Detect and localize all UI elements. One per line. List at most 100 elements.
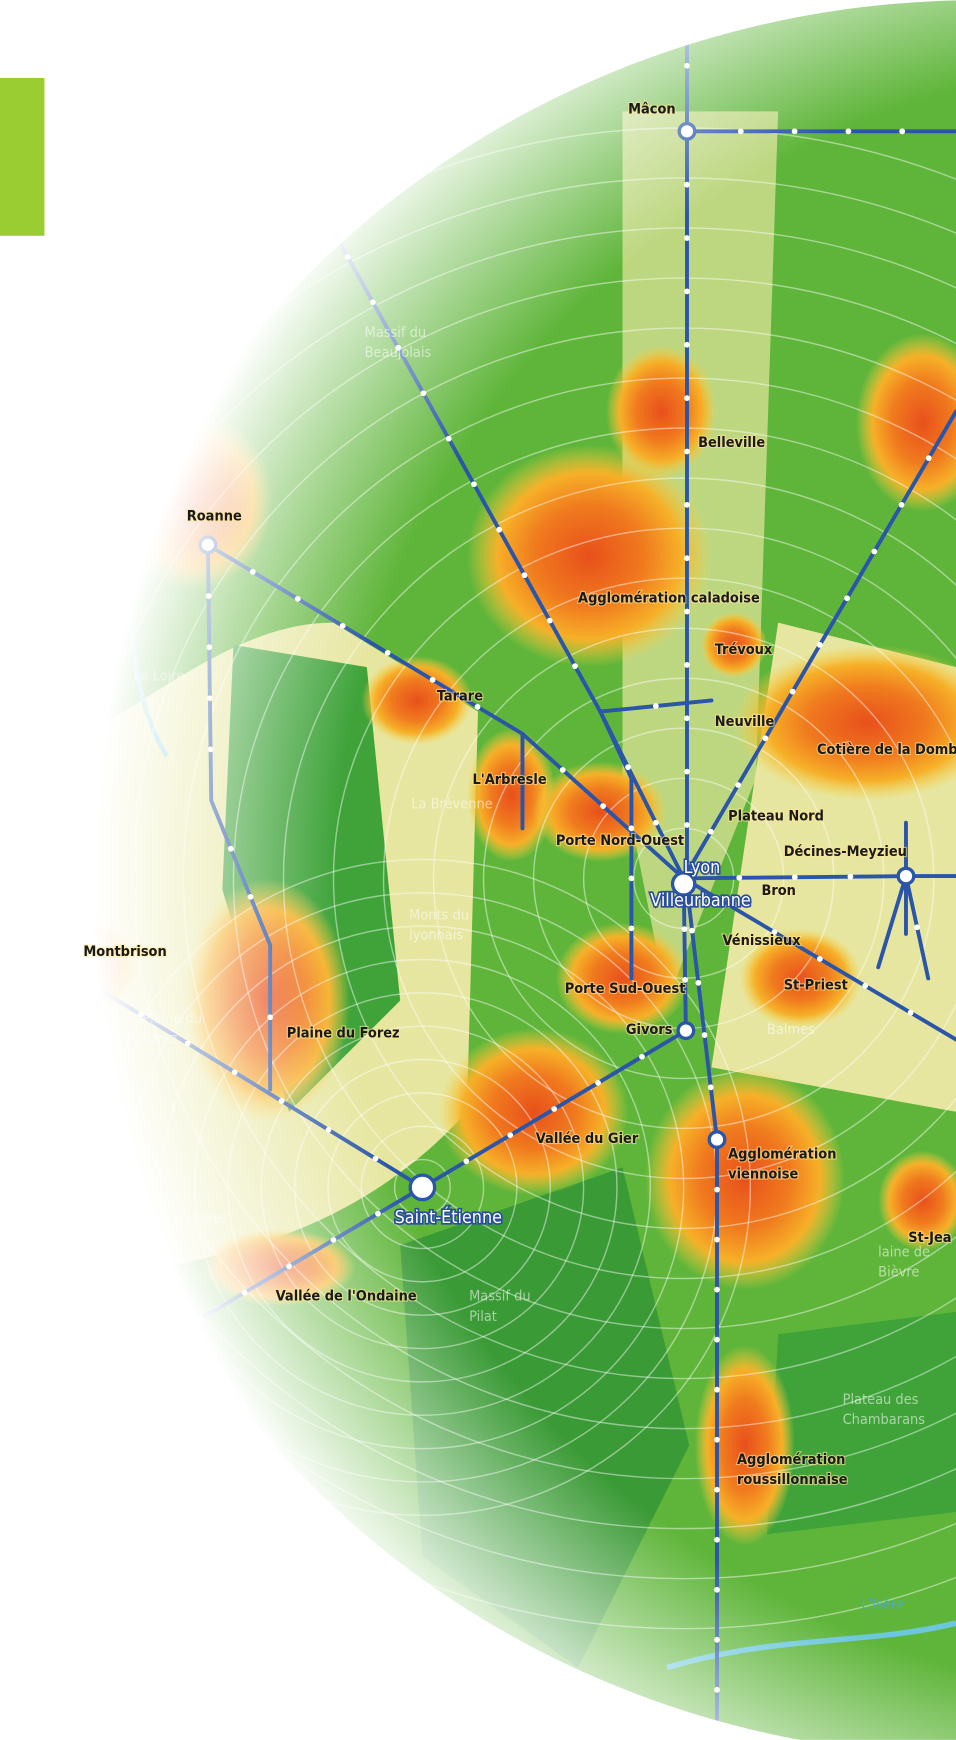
rail-line: [598, 709, 634, 981]
place-label: Porte Nord-Ouest: [556, 833, 684, 849]
station: [762, 735, 769, 742]
density-blob: [739, 928, 862, 1029]
label-line: Pilat: [469, 1309, 497, 1325]
station: [714, 1336, 720, 1343]
station: [546, 617, 553, 624]
density-blob: [700, 611, 768, 679]
region-label: Massif du Pilat: [469, 1289, 531, 1325]
place-label: Agglomération caladoise: [578, 591, 760, 607]
label-line: lyonnais: [409, 927, 463, 943]
density-blob: [38, 917, 139, 1018]
label-line: Bron: [761, 883, 795, 899]
station: [816, 956, 823, 962]
place-label: Cotière de la Domb: [817, 742, 956, 758]
distance-ring: [260, 1025, 585, 1350]
region-label: Massif du Forez: [128, 1211, 229, 1227]
station: [294, 595, 301, 602]
station: [44, 62, 932, 1693]
station: [695, 979, 702, 986]
station: [559, 767, 566, 773]
station: [278, 1098, 285, 1104]
label-line: Monts du: [409, 907, 469, 923]
station: [325, 1126, 332, 1133]
hub: [707, 1130, 727, 1150]
station: [714, 1686, 720, 1693]
station: [628, 925, 635, 932]
station: [684, 181, 690, 188]
station: [816, 642, 823, 648]
station: [701, 1032, 708, 1038]
label-line: Lyon: [684, 857, 721, 878]
density-blob: [694, 1345, 795, 1546]
label-line: Massif du: [469, 1289, 531, 1305]
station: [628, 875, 635, 882]
place-label: St-Jea: [908, 1230, 951, 1246]
station: [714, 1286, 720, 1293]
region-label: laine de Bièvre: [878, 1244, 930, 1280]
station: [496, 526, 503, 533]
station: [640, 839, 647, 846]
label-line: Agglomération: [737, 1452, 845, 1468]
label-line: Plateau Nord: [728, 809, 824, 825]
label-line: Porte Sud-Ouest: [565, 981, 686, 997]
distance-ring: [32, 227, 956, 1530]
place-label: Lyon: [684, 857, 721, 878]
station: [789, 688, 796, 695]
station: [714, 1486, 720, 1493]
place-label: Villeurbanne: [650, 890, 750, 911]
distance-ring: [482, 677, 885, 1080]
density-blob: [466, 444, 712, 668]
station: [681, 926, 688, 932]
station: [684, 62, 690, 69]
station: [726, 902, 732, 909]
station: [791, 874, 798, 881]
place-label: Vallée du Gier: [536, 1131, 639, 1147]
station: [652, 703, 659, 709]
station: [735, 782, 742, 788]
map-body: [400, 1167, 690, 1668]
station: [684, 501, 690, 508]
station: [474, 703, 481, 710]
density-blob: [183, 878, 351, 1123]
station: [684, 555, 690, 562]
distance-ring: [282, 477, 956, 1280]
station: [707, 828, 714, 835]
place-label: Mâcon: [628, 102, 676, 118]
distance-ring: [93, 858, 752, 1517]
station: [375, 1210, 381, 1217]
station: [429, 676, 436, 683]
place-label: Plateau Nord: [728, 809, 824, 825]
label-line: Trévoux: [715, 642, 773, 658]
place-label: Porte Sud-Ouest: [565, 981, 686, 997]
station: [684, 288, 690, 295]
label-line: Beaujolais: [365, 345, 432, 361]
density-blob: [555, 922, 690, 1034]
distance-ring: [360, 1125, 485, 1250]
label-line: Bièvre: [878, 1264, 919, 1280]
label-line: Montbrison: [83, 944, 166, 960]
station: [682, 976, 689, 983]
station: [184, 1040, 191, 1047]
station: [925, 455, 932, 462]
distance-ring: [293, 1058, 551, 1316]
distance-ring: [82, 277, 956, 1480]
label-line: Agglomération caladoise: [578, 591, 760, 607]
place-label: Montbrison: [83, 944, 166, 960]
station: [707, 1084, 714, 1091]
distance-ring: [232, 427, 956, 1330]
station: [714, 1586, 720, 1593]
hub: [896, 866, 916, 886]
station: [652, 819, 659, 826]
distance-ring: [182, 377, 956, 1380]
station: [714, 1236, 720, 1243]
station: [445, 435, 452, 442]
place-label: Tarare: [437, 688, 483, 704]
region-label: Plaine du Forez: [142, 1011, 202, 1047]
distance-ring: [193, 958, 652, 1416]
label-line: La Brévenne: [411, 796, 492, 812]
distance-ring: [382, 577, 956, 1180]
map-body: [98, 465, 169, 758]
station: [847, 873, 854, 880]
label-line: Décines-Meyzieu: [784, 844, 907, 860]
hub: [677, 121, 697, 141]
